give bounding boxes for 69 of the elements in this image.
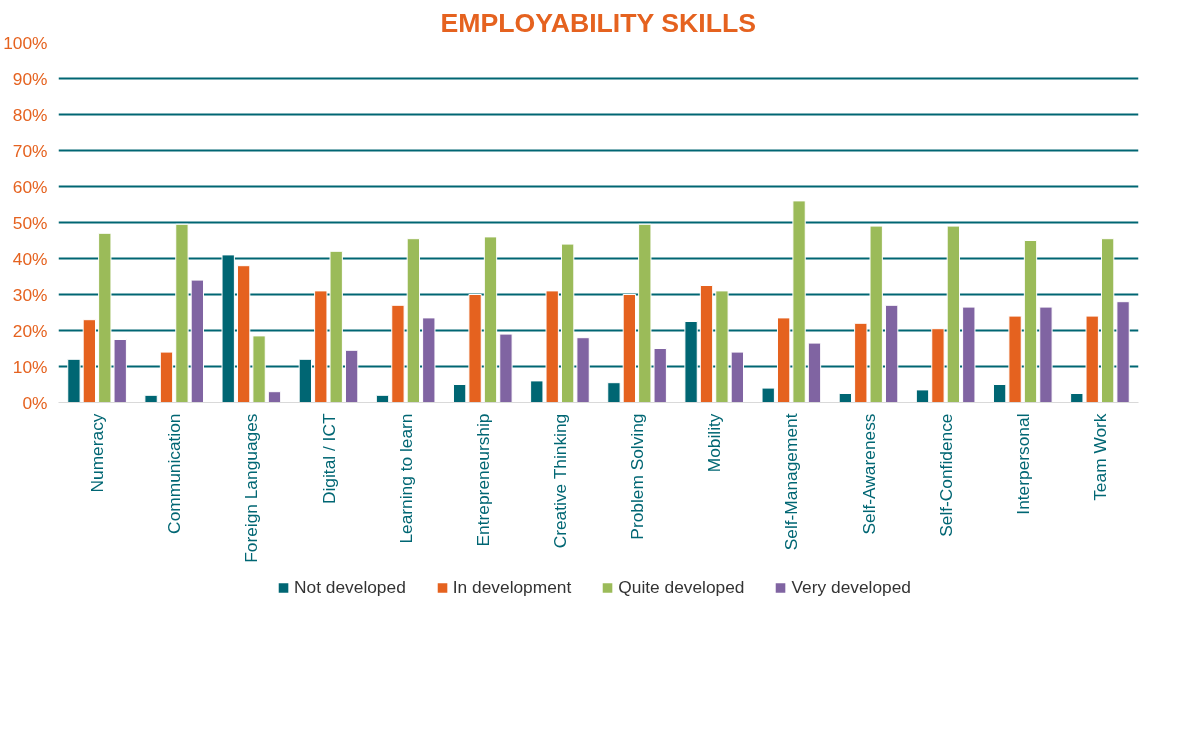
x-tick-label: Entrepreneurship bbox=[472, 413, 493, 547]
bar bbox=[884, 304, 899, 403]
x-tick-label: Foreign Languages bbox=[241, 413, 262, 563]
y-tick-label: 50% bbox=[12, 212, 48, 233]
x-tick-label: Numeracy bbox=[87, 413, 108, 493]
x-tick-label: Self-Confidence bbox=[935, 413, 956, 537]
bar bbox=[807, 342, 822, 403]
bar bbox=[1100, 238, 1115, 403]
y-tick-label: 40% bbox=[12, 248, 48, 269]
bar bbox=[144, 394, 158, 403]
y-tick-label: 60% bbox=[12, 176, 48, 197]
y-tick-label: 70% bbox=[12, 140, 48, 161]
bar bbox=[422, 317, 436, 403]
legend-label: Very developed bbox=[791, 576, 911, 598]
x-tick-label: Problem Solving bbox=[627, 413, 648, 540]
bar bbox=[946, 225, 961, 403]
chart-title: EMPLOYABILITY SKILLS bbox=[440, 7, 757, 38]
x-tick-label: Self-Management bbox=[781, 413, 802, 551]
bar bbox=[252, 335, 266, 403]
bar bbox=[159, 351, 174, 403]
bar bbox=[344, 349, 359, 403]
x-tick-label: Creative Thinking bbox=[549, 413, 570, 549]
y-tick-label: 0% bbox=[22, 392, 48, 413]
bar bbox=[576, 337, 590, 403]
bar bbox=[776, 317, 791, 403]
x-tick-label: Interpersonal bbox=[1012, 413, 1033, 515]
bar bbox=[468, 294, 482, 403]
bar bbox=[761, 387, 775, 403]
y-tick-label: 100% bbox=[3, 32, 48, 53]
bar bbox=[499, 333, 513, 403]
x-tick-label: Learning to learn bbox=[395, 413, 416, 544]
y-tick-label: 80% bbox=[12, 104, 48, 125]
bar bbox=[1116, 301, 1130, 403]
y-tick-label: 30% bbox=[12, 284, 48, 305]
x-tick-label: Team Work bbox=[1089, 413, 1110, 501]
bar bbox=[915, 389, 930, 403]
bar bbox=[607, 382, 621, 403]
bar bbox=[622, 294, 637, 403]
bar bbox=[931, 328, 945, 403]
bar bbox=[730, 351, 745, 403]
y-tick-label: 20% bbox=[12, 320, 48, 341]
bar bbox=[699, 285, 714, 403]
bar bbox=[792, 200, 806, 403]
bar bbox=[267, 391, 282, 403]
bar bbox=[560, 243, 575, 403]
bar bbox=[1023, 240, 1038, 403]
x-tick-label: Self-Awareness bbox=[858, 413, 879, 535]
bar bbox=[391, 304, 405, 403]
bar bbox=[190, 279, 205, 403]
x-tick-label: Communication bbox=[164, 413, 185, 534]
x-tick-label: Digital / ICT bbox=[318, 413, 339, 505]
y-tick-label: 10% bbox=[12, 356, 48, 377]
bar bbox=[82, 319, 97, 403]
legend-label: Not developed bbox=[294, 576, 406, 598]
bar bbox=[1008, 315, 1022, 403]
bar bbox=[715, 290, 729, 403]
bar bbox=[236, 265, 251, 403]
bar bbox=[838, 393, 853, 403]
bar bbox=[1039, 306, 1053, 403]
bar bbox=[175, 223, 189, 403]
bar bbox=[452, 384, 467, 403]
bar bbox=[406, 238, 421, 403]
x-tick-label: Mobility bbox=[704, 413, 725, 473]
y-tick-label: 90% bbox=[12, 68, 48, 89]
bar bbox=[992, 384, 1007, 403]
bar bbox=[962, 306, 976, 403]
legend-label: In development bbox=[452, 576, 572, 598]
legend-label: Quite developed bbox=[618, 576, 745, 598]
bar bbox=[483, 236, 498, 403]
